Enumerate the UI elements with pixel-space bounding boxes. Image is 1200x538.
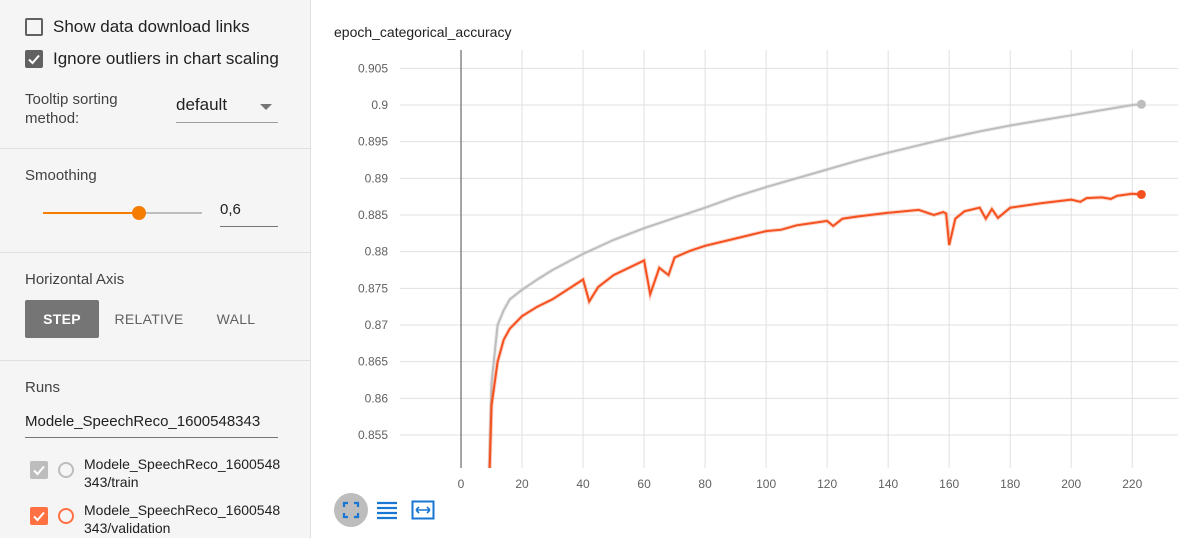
- divider: [0, 252, 310, 253]
- run-validation-checkbox[interactable]: [30, 507, 48, 525]
- smoothing-value: 0,6: [220, 201, 241, 218]
- check-icon: [28, 54, 40, 65]
- toggle-log-button[interactable]: [370, 493, 404, 527]
- main-panel: epoch_categorical_accuracy 0 20 40 60 80 100 1…: [312, 0, 1200, 538]
- runs-title: Runs: [25, 379, 61, 396]
- toggle-y-log-icon: [377, 501, 397, 520]
- y-tick-label: 0.875: [358, 281, 388, 295]
- x-tick-label: 80: [698, 477, 712, 490]
- chart[interactable]: 0 20 40 60 80 100 120 140 160 180 200 220 0.855 0.86 0…: [312, 40, 1192, 490]
- show-download-links-row[interactable]: Show data download links: [25, 17, 250, 37]
- fit-domain-icon: [411, 500, 435, 520]
- smoothing-slider-track[interactable]: [138, 212, 202, 214]
- show-download-links-checkbox[interactable]: [25, 18, 43, 36]
- run-validation-label: Modele_SpeechReco_1600548343/validation: [84, 502, 281, 536]
- check-icon: [33, 511, 45, 522]
- y-tick-label: 0.88: [365, 245, 389, 259]
- check-icon: [33, 465, 45, 476]
- run-item-train[interactable]: Modele_SpeechReco_1600548343/train: [30, 455, 284, 491]
- x-tick-label: 180: [1000, 477, 1020, 490]
- axis-step-button[interactable]: STEP: [25, 300, 99, 338]
- smoothing-input[interactable]: 0,6: [220, 201, 278, 227]
- x-tick-label: 40: [576, 477, 590, 490]
- series-1-raw-line: [487, 191, 1142, 468]
- fullscreen-button[interactable]: [334, 493, 368, 527]
- horizontal-axis-title: Horizontal Axis: [25, 271, 125, 288]
- x-tick-label: 140: [878, 477, 898, 490]
- axis-wall-button[interactable]: WALL: [216, 311, 256, 327]
- run-train-label: Modele_SpeechReco_1600548343/train: [84, 456, 281, 490]
- chart-title: epoch_categorical_accuracy: [334, 24, 512, 40]
- y-tick-label: 0.895: [358, 135, 388, 149]
- dropdown-arrow-icon: [260, 104, 272, 110]
- runs-filter-value: Modele_SpeechReco_1600548343: [25, 413, 261, 430]
- y-tick-label: 0.87: [365, 318, 389, 332]
- tooltip-sorting-value: default: [176, 95, 228, 114]
- run-item-validation[interactable]: Modele_SpeechReco_1600548343/validation: [30, 501, 284, 537]
- x-tick-label: 0: [458, 477, 465, 490]
- y-tick-label: 0.9: [371, 98, 388, 112]
- x-tick-label: 120: [817, 477, 837, 490]
- run-validation-color-icon[interactable]: [58, 508, 74, 524]
- tooltip-sorting-label: Tooltip sorting method:: [25, 91, 118, 127]
- run-train-checkbox[interactable]: [30, 461, 48, 479]
- fit-domain-button[interactable]: [406, 493, 440, 527]
- x-tick-label: 60: [637, 477, 651, 490]
- y-tick-label: 0.865: [358, 355, 388, 369]
- x-tick-label: 160: [939, 477, 959, 490]
- runs-filter-input[interactable]: Modele_SpeechReco_1600548343: [25, 413, 278, 438]
- y-tick-label: 0.89: [365, 171, 389, 185]
- y-tick-label: 0.855: [358, 428, 388, 442]
- ignore-outliers-checkbox[interactable]: [25, 50, 43, 68]
- run-train-color-icon[interactable]: [58, 462, 74, 478]
- y-tick-label: 0.86: [365, 391, 389, 405]
- show-download-links-label: Show data download links: [53, 17, 250, 36]
- x-tick-label: 20: [515, 477, 529, 490]
- divider: [0, 148, 310, 149]
- ignore-outliers-label: Ignore outliers in chart scaling: [53, 49, 279, 68]
- series-0-line: [488, 103, 1142, 468]
- smoothing-slider-track-active[interactable]: [43, 212, 138, 214]
- divider: [0, 360, 310, 361]
- series-1-end-point: [1136, 189, 1146, 199]
- x-tick-label: 200: [1061, 477, 1081, 490]
- smoothing-title: Smoothing: [25, 167, 97, 184]
- x-tick-label: 100: [756, 477, 776, 490]
- smoothing-slider-thumb[interactable]: [132, 206, 146, 220]
- tooltip-sorting-dropdown[interactable]: default: [176, 95, 278, 123]
- y-tick-label: 0.885: [358, 208, 388, 222]
- axis-relative-button[interactable]: RELATIVE: [114, 311, 184, 327]
- ignore-outliers-row[interactable]: Ignore outliers in chart scaling: [25, 49, 279, 69]
- fullscreen-icon: [342, 501, 360, 519]
- x-tick-label: 220: [1122, 477, 1142, 490]
- y-tick-label: 0.905: [358, 61, 388, 75]
- series-1-line: [488, 192, 1142, 468]
- series-0-end-point: [1136, 99, 1146, 109]
- sidebar: Show data download links Ignore outliers…: [0, 0, 311, 538]
